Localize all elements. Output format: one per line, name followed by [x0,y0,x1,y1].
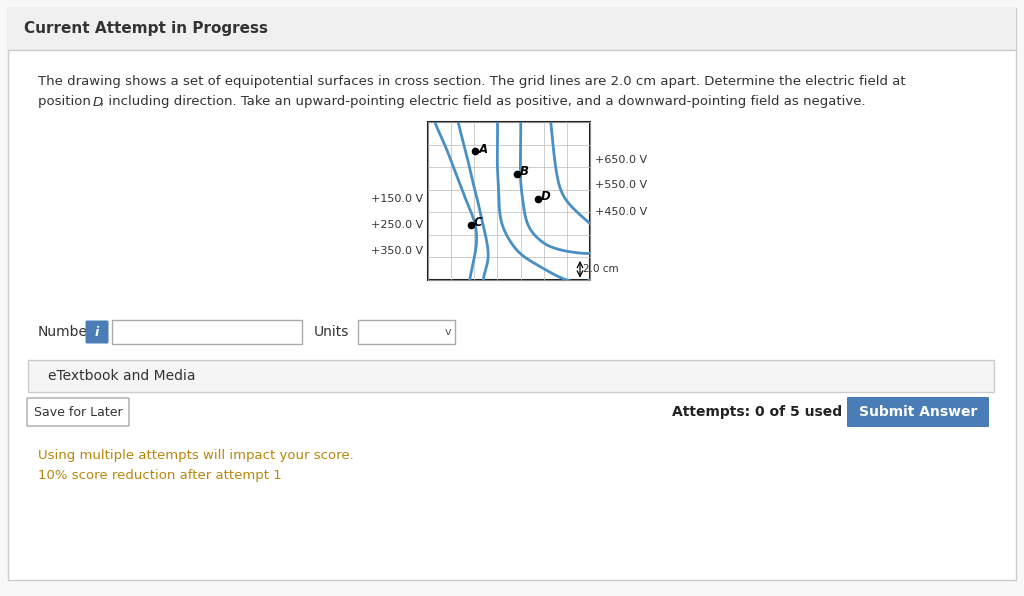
Text: D: D [541,190,551,203]
Text: Current Attempt in Progress: Current Attempt in Progress [24,21,268,36]
Text: Submit Answer: Submit Answer [859,405,977,419]
FancyBboxPatch shape [8,8,1016,580]
Text: position: position [38,95,95,108]
Text: The drawing shows a set of equipotential surfaces in cross section. The grid lin: The drawing shows a set of equipotential… [38,76,905,88]
Bar [8,8,1016,50]
Text: +550.0 V: +550.0 V [595,180,647,190]
Bar [112,320,302,344]
Text: eTextbook and Media: eTextbook and Media [48,369,196,383]
Text: +250.0 V: +250.0 V [371,220,423,229]
FancyBboxPatch shape [847,397,989,427]
Text: A: A [478,143,487,156]
Text: D: D [93,95,103,108]
Text: +350.0 V: +350.0 V [371,246,423,256]
Text: Number: Number [38,325,94,339]
Text: +450.0 V: +450.0 V [595,207,647,218]
FancyBboxPatch shape [85,321,109,343]
Text: 2.0 cm: 2.0 cm [583,264,618,274]
Text: , including direction. Take an upward-pointing electric field as positive, and a: , including direction. Take an upward-po… [100,95,865,108]
Bar [428,122,590,280]
Text: Units: Units [314,325,349,339]
FancyBboxPatch shape [27,398,129,426]
Text: Using multiple attempts will impact your score.: Using multiple attempts will impact your… [38,449,353,461]
Text: v: v [444,327,452,337]
Text: +150.0 V: +150.0 V [371,194,423,204]
Text: +650.0 V: +650.0 V [595,156,647,165]
Text: i: i [95,325,99,339]
Text: Save for Later: Save for Later [34,405,122,418]
Text: B: B [520,166,529,178]
Text: Attempts: 0 of 5 used: Attempts: 0 of 5 used [672,405,842,419]
Bar [28,360,994,392]
Bar [358,320,455,344]
Text: C: C [474,216,482,229]
Text: 10% score reduction after attempt 1: 10% score reduction after attempt 1 [38,468,282,482]
